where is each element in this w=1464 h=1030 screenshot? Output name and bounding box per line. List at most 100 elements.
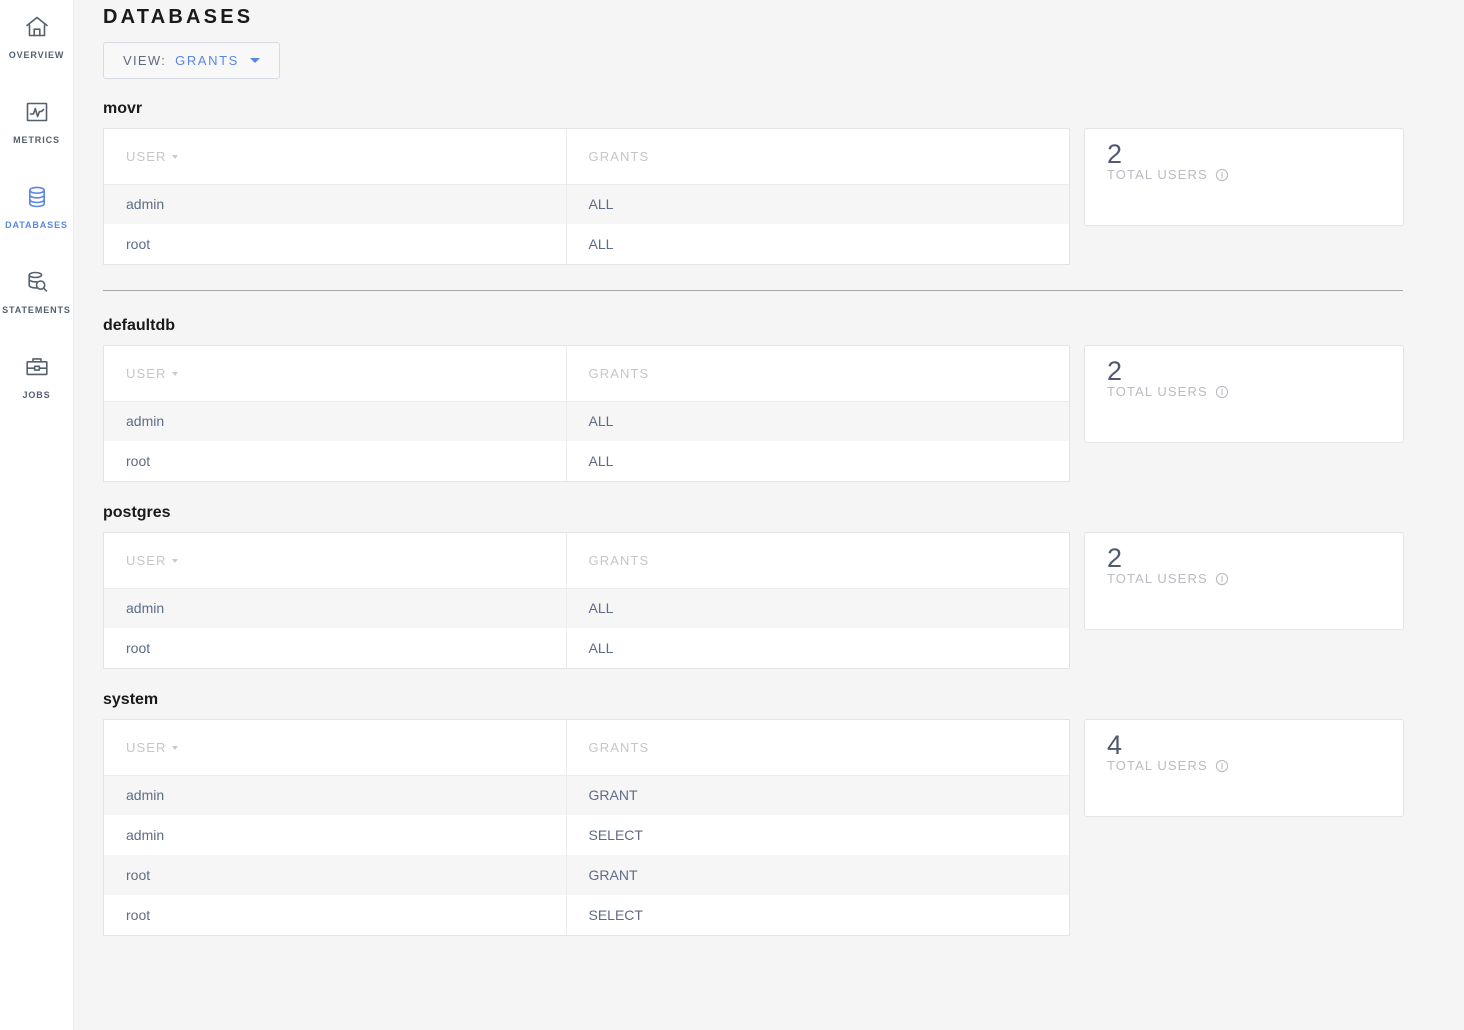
cell-grants: GRANT [566, 855, 1069, 895]
database-sections: movr USER GRANTS admin ALL root ALL 2 TOTAL USER… [103, 100, 1435, 936]
briefcase-icon [22, 352, 52, 382]
table-row[interactable]: root ALL [104, 224, 1069, 264]
statements-icon [22, 267, 52, 297]
column-header-grants[interactable]: GRANTS [566, 720, 1069, 776]
column-header-grants[interactable]: GRANTS [566, 346, 1069, 402]
total-users-value: 4 [1107, 730, 1123, 760]
column-header-user-label: USER [126, 365, 167, 381]
total-users-value: 2 [1107, 356, 1123, 386]
column-header-user[interactable]: USER [104, 720, 567, 776]
total-users-label: TOTAL USERS [1107, 571, 1208, 587]
database-name: postgres [103, 504, 171, 521]
sort-caret-icon [171, 372, 178, 377]
sidebar-item-metrics[interactable]: METRICS [0, 89, 74, 174]
database-section: defaultdb USER GRANTS admin ALL root ALL 2 TOTAL… [103, 317, 1435, 482]
database-section: movr USER GRANTS admin ALL root ALL 2 TOTAL USER… [103, 100, 1435, 265]
cell-user: root [104, 441, 567, 481]
total-users-label: TOTAL USERS [1107, 758, 1208, 774]
section-row: USER GRANTS admin ALL root ALL 2 TOTAL USERS [103, 532, 1435, 669]
table-header-row: USER GRANTS [104, 533, 1069, 589]
table-header-row: USER GRANTS [104, 720, 1069, 776]
cell-user: admin [104, 775, 567, 815]
total-users-label: TOTAL USERS [1107, 384, 1208, 400]
cell-grants: ALL [566, 184, 1069, 224]
grants-table: USER GRANTS admin ALL root ALL [103, 128, 1070, 265]
table-row[interactable]: admin ALL [104, 184, 1069, 224]
sort-caret-icon [171, 559, 178, 564]
sidebar-item-label: METRICS [13, 135, 60, 145]
view-dropdown-value: GRANTS [175, 53, 239, 68]
cell-grants: ALL [566, 401, 1069, 441]
table-row[interactable]: root ALL [104, 441, 1069, 481]
database-icon [22, 182, 52, 212]
total-users-label: TOTAL USERS [1107, 167, 1208, 183]
section-row: USER GRANTS admin ALL root ALL 2 TOTAL USERS [103, 128, 1435, 265]
total-users-label-row: TOTAL USERS [1107, 384, 1403, 399]
section-row: USER GRANTS admin GRANT admin SELECT root GRANT… [103, 719, 1435, 936]
table-row[interactable]: root SELECT [104, 895, 1069, 935]
column-header-user[interactable]: USER [104, 129, 567, 185]
metrics-icon [22, 97, 52, 127]
info-icon[interactable] [1215, 385, 1229, 399]
total-users-card: 2 TOTAL USERS [1084, 128, 1404, 226]
sidebar-item-databases[interactable]: DATABASES [0, 174, 74, 259]
column-header-user-label: USER [126, 148, 167, 164]
grants-table: USER GRANTS admin GRANT admin SELECT root GRANT… [103, 719, 1070, 936]
section-row: USER GRANTS admin ALL root ALL 2 TOTAL USERS [103, 345, 1435, 482]
column-header-user[interactable]: USER [104, 346, 567, 402]
sort-caret-icon [171, 746, 178, 751]
cell-grants: ALL [566, 588, 1069, 628]
info-icon[interactable] [1215, 759, 1229, 773]
column-header-grants-label: GRANTS [588, 739, 650, 755]
chevron-down-icon [249, 58, 260, 63]
database-name: system [103, 691, 159, 708]
grants-table: USER GRANTS admin ALL root ALL [103, 345, 1070, 482]
sidebar-item-label: STATEMENTS [2, 305, 71, 315]
column-header-user-label: USER [126, 552, 167, 568]
table-row[interactable]: root ALL [104, 628, 1069, 668]
total-users-card: 2 TOTAL USERS [1084, 532, 1404, 630]
total-users-label-row: TOTAL USERS [1107, 571, 1403, 586]
cell-grants: ALL [566, 441, 1069, 481]
total-users-value: 2 [1107, 543, 1123, 573]
info-icon[interactable] [1215, 168, 1229, 182]
cell-user: root [104, 895, 567, 935]
sidebar-item-jobs[interactable]: JOBS [0, 344, 74, 429]
column-header-grants-label: GRANTS [588, 552, 650, 568]
column-header-grants[interactable]: GRANTS [566, 533, 1069, 589]
column-header-grants-label: GRANTS [588, 148, 650, 164]
content-wrapper: DATABASES VIEW: GRANTS movr USER GRANTS adm… [74, 0, 1464, 936]
table-header-row: USER GRANTS [104, 129, 1069, 185]
cell-grants: SELECT [566, 815, 1069, 855]
table-header-row: USER GRANTS [104, 346, 1069, 402]
database-name: movr [103, 100, 143, 117]
info-icon[interactable] [1215, 572, 1229, 586]
table-row[interactable]: admin ALL [104, 588, 1069, 628]
table-row[interactable]: admin ALL [104, 401, 1069, 441]
home-icon [22, 12, 52, 42]
main-content: DATABASES VIEW: GRANTS movr USER GRANTS adm… [74, 0, 1464, 1030]
table-row[interactable]: root GRANT [104, 855, 1069, 895]
sidebar-item-overview[interactable]: OVERVIEW [0, 4, 74, 89]
sidebar-item-statements[interactable]: STATEMENTS [0, 259, 74, 344]
view-dropdown[interactable]: VIEW: GRANTS [103, 42, 280, 79]
section-spacer [103, 482, 1435, 504]
section-divider [103, 290, 1403, 291]
sidebar-item-label: DATABASES [5, 220, 68, 230]
cell-user: root [104, 628, 567, 668]
grants-table: USER GRANTS admin ALL root ALL [103, 532, 1070, 669]
cell-grants: ALL [566, 224, 1069, 264]
cell-user: admin [104, 401, 567, 441]
sidebar-item-label: JOBS [22, 390, 51, 400]
cell-grants: GRANT [566, 775, 1069, 815]
cell-user: root [104, 224, 567, 264]
table-row[interactable]: admin GRANT [104, 775, 1069, 815]
page-title: DATABASES [103, 6, 254, 28]
cell-user: admin [104, 184, 567, 224]
cell-grants: ALL [566, 628, 1069, 668]
column-header-user[interactable]: USER [104, 533, 567, 589]
table-row[interactable]: admin SELECT [104, 815, 1069, 855]
database-name: defaultdb [103, 317, 175, 334]
column-header-grants[interactable]: GRANTS [566, 129, 1069, 185]
total-users-label-row: TOTAL USERS [1107, 167, 1403, 182]
